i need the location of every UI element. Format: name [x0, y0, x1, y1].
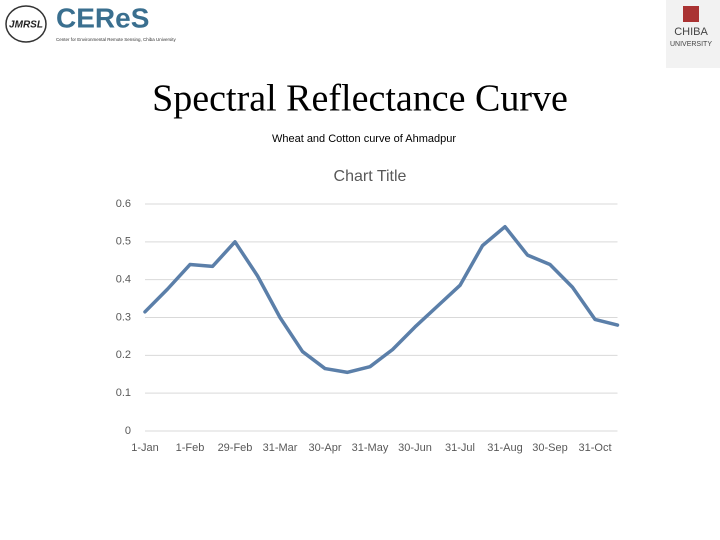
logo-name: UNIVERSITY: [670, 41, 712, 48]
x-tick-label: 30-Jun: [398, 442, 432, 454]
x-tick-label: 31-Mar: [263, 442, 298, 454]
slide-subtitle: Wheat and Cotton curve of Ahmadpur: [272, 133, 456, 145]
x-tick-label: 31-May: [352, 442, 389, 454]
y-tick-label: 0: [125, 425, 131, 437]
logo-name: CHIBA: [674, 26, 708, 38]
y-tick-label: 0.5: [116, 236, 131, 248]
y-tick-label: 0.2: [116, 349, 131, 361]
series-line: [143, 224, 620, 375]
logo-left: JMRSL CEReS Center for Environmental Rem…: [5, 2, 177, 43]
x-tick-label: 31-Oct: [578, 442, 611, 454]
logo-caption: Center for Environmental Remote Sensing,…: [56, 37, 177, 42]
logo-mark: JMRSL: [9, 20, 43, 31]
chart-title: Chart Title: [334, 168, 407, 185]
y-tick-label: 0.3: [116, 311, 131, 323]
x-tick-label: 1-Feb: [176, 442, 205, 454]
logo-right: CHIBA UNIVERSITY: [666, 0, 720, 68]
logo-emblem: [683, 6, 699, 22]
logo-name: CEReS: [56, 2, 149, 33]
y-tick-label: 0.4: [116, 274, 131, 286]
logo-ring: [5, 5, 47, 43]
slide-title: Spectral Reflectance Curve: [152, 78, 568, 120]
x-tick-label: 29-Feb: [218, 442, 253, 454]
y-tick-label: 0.6: [116, 198, 131, 210]
x-tick-label: 30-Apr: [308, 442, 341, 454]
y-tick-label: 0.1: [116, 387, 131, 399]
x-tick-label: 31-Aug: [487, 442, 522, 454]
x-tick-label: 31-Jul: [445, 442, 475, 454]
x-tick-label: 30-Sep: [532, 442, 567, 454]
x-tick-label: 1-Jan: [131, 442, 159, 454]
